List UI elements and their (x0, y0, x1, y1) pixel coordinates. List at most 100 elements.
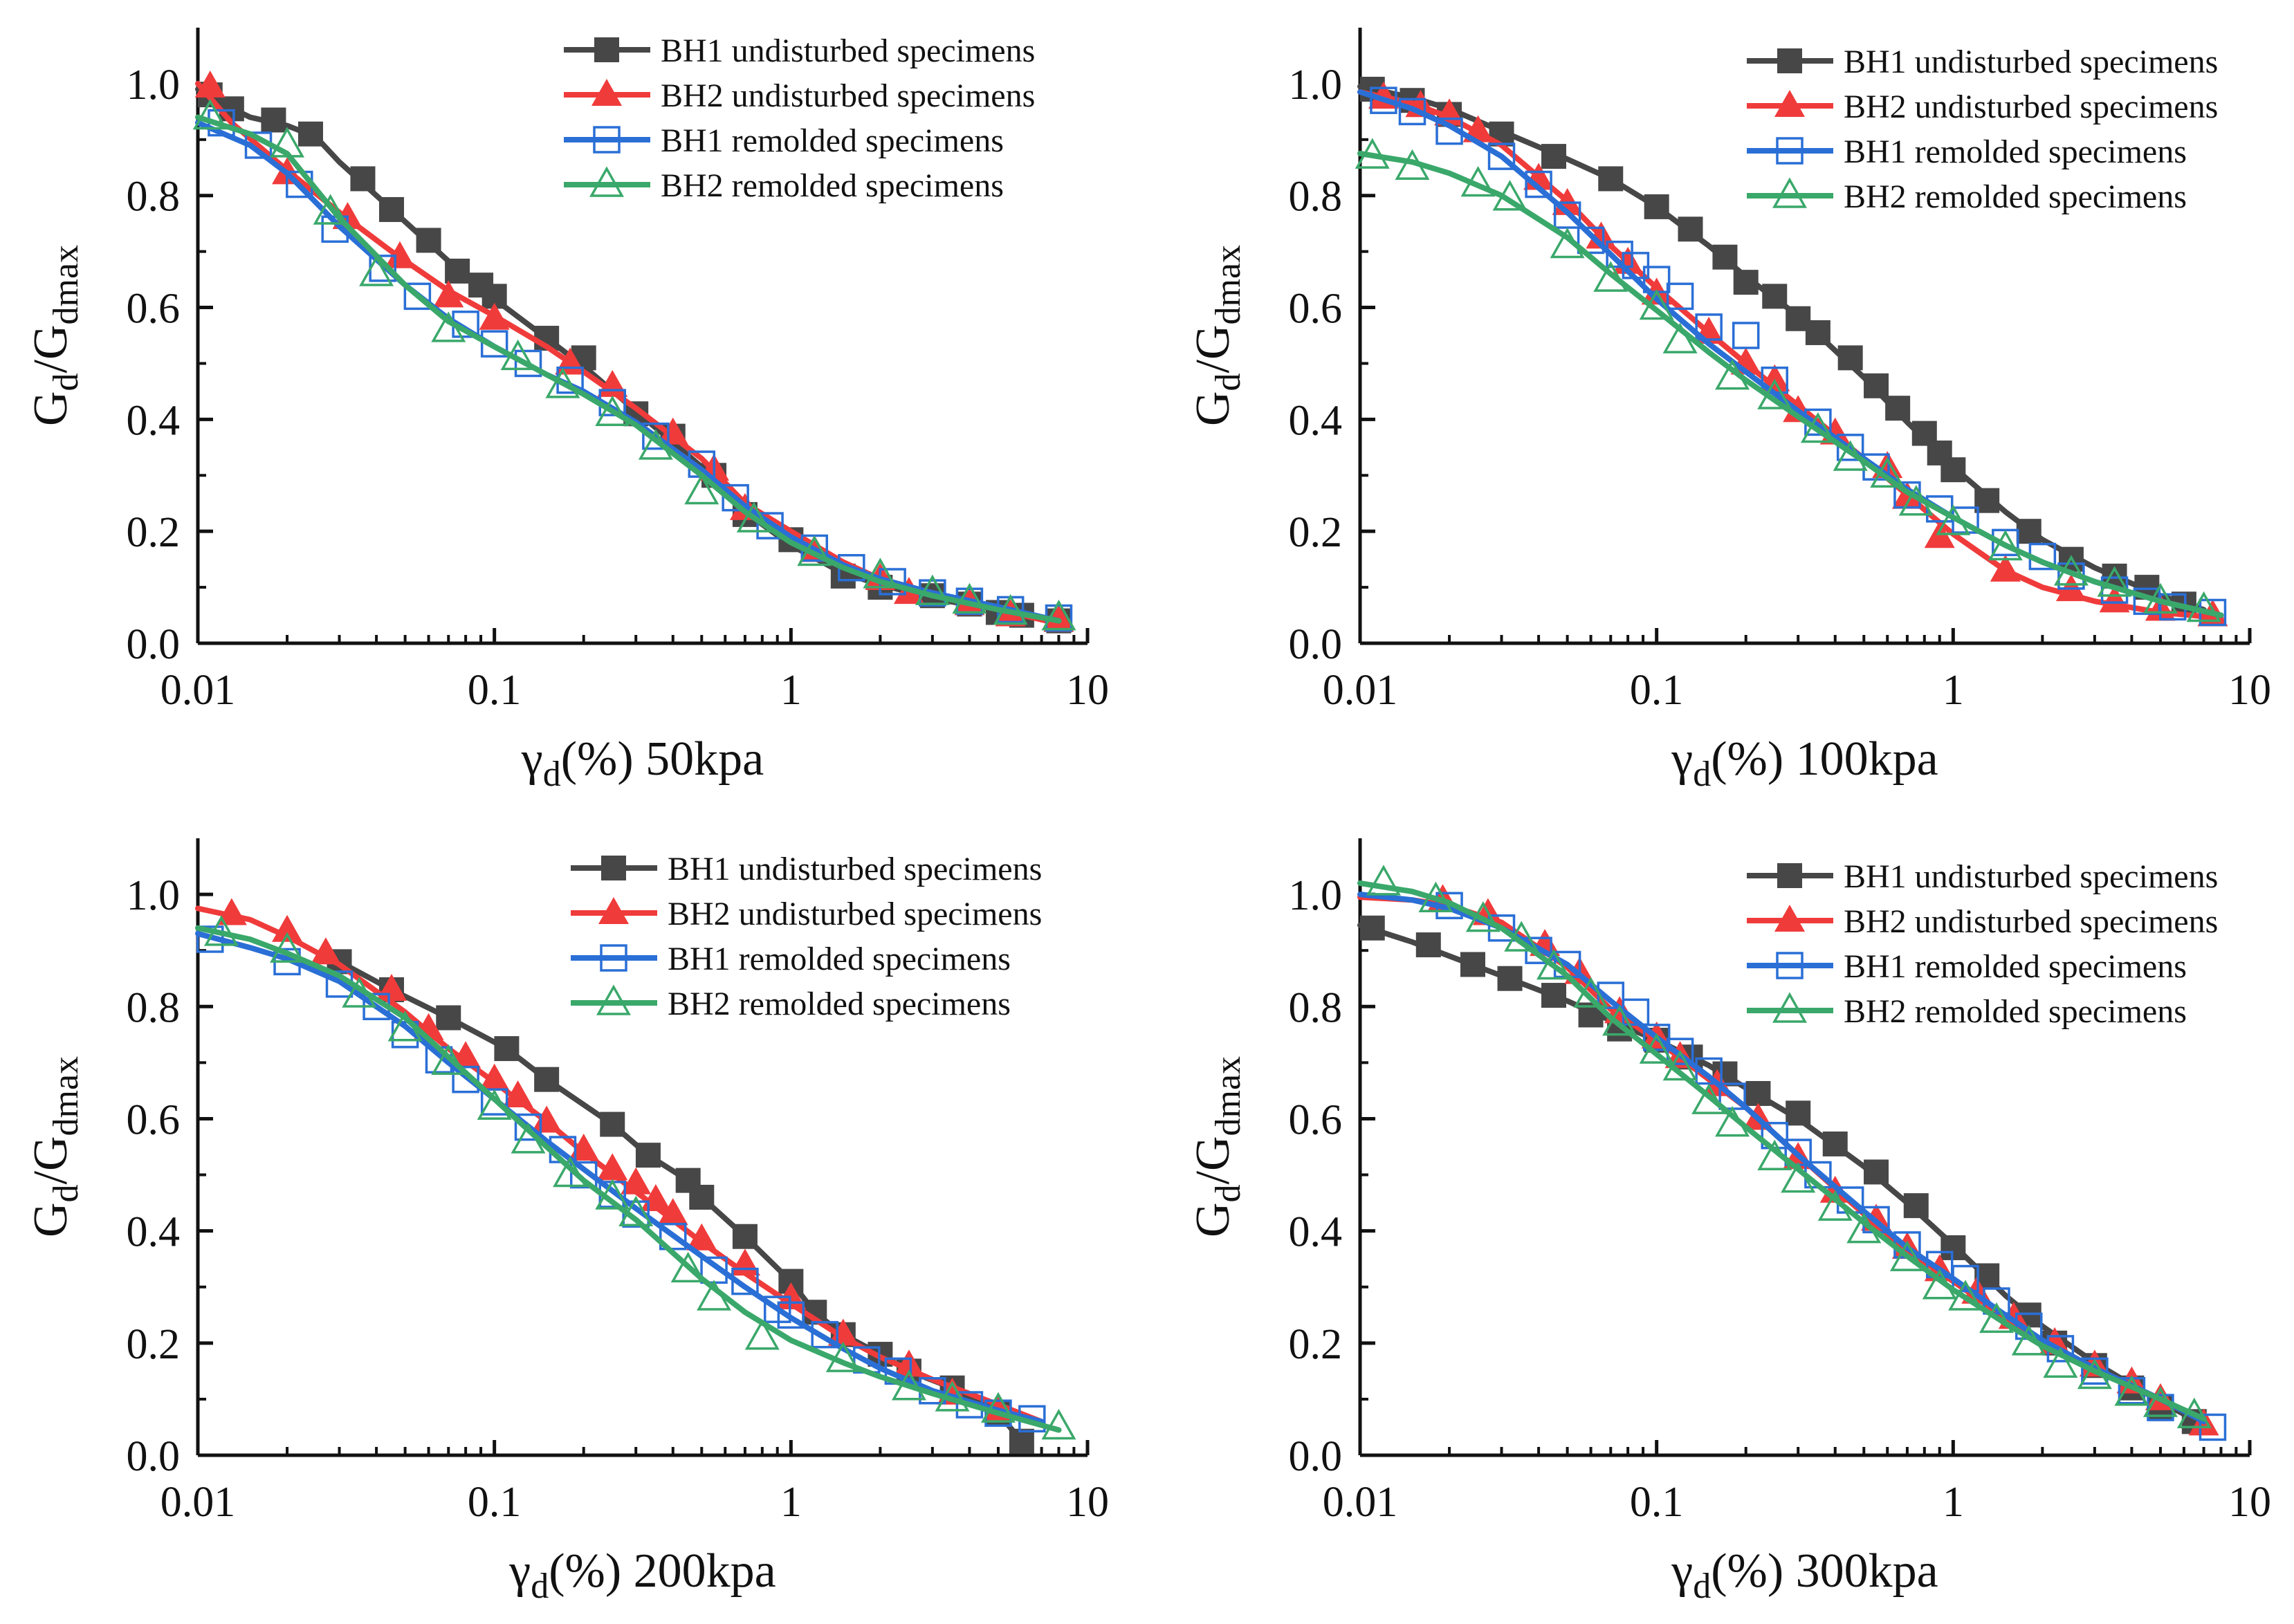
series-4 (1357, 865, 2212, 1428)
data-point (1822, 1131, 1848, 1156)
y-tick-label: 0.2 (127, 1321, 181, 1368)
x-label-subscript: d (1693, 1567, 1711, 1606)
data-point (514, 1113, 542, 1141)
data-point (1757, 378, 1792, 409)
data-point (1712, 244, 1738, 270)
data-point (1940, 457, 1966, 483)
data-point (452, 1065, 479, 1094)
data-point (600, 1111, 625, 1137)
chart-panel-200kpa: 0.00.20.40.60.81.00.01 0.1 1 10Gd/Gdmaxγd(%… (24, 838, 1109, 1606)
x-tick-label: 0.1 (1630, 667, 1684, 714)
data-point (1885, 396, 1911, 421)
x-label-part: (%) (1711, 1544, 1783, 1598)
data-point (313, 194, 348, 225)
x-tick-label: 0.01 (1323, 667, 1398, 714)
x-label-part: (%) (561, 732, 634, 786)
x-tick-label: 10 (2228, 667, 2271, 714)
data-point (403, 282, 432, 311)
legend-label: BH1 undisturbed specimens (1844, 858, 2218, 895)
data-point (553, 1156, 588, 1188)
data-point (2097, 566, 2132, 597)
data-point (618, 1195, 654, 1227)
legend-swatch-marker (1776, 137, 1804, 165)
data-point (270, 932, 305, 963)
data-point (1435, 117, 1463, 145)
data-point (261, 107, 286, 133)
y-label-subscript: d (1209, 1184, 1248, 1202)
x-label-part: γ (508, 1544, 531, 1598)
data-point (2053, 555, 2089, 586)
x-label-pressure: 100kpa (1783, 732, 1938, 786)
data-point (196, 925, 224, 953)
data-point (1781, 1162, 1816, 1193)
legend-label: BH2 remolded specimens (1844, 178, 2187, 215)
data-point (431, 1044, 466, 1076)
data-point (1678, 216, 1703, 242)
legend-item: BH2 remolded specimens (571, 984, 1011, 1022)
y-tick-label: 0.0 (127, 1433, 181, 1480)
data-point (1550, 227, 1585, 259)
x-tick-label: 10 (1066, 1479, 1109, 1526)
data-point (984, 1399, 1012, 1427)
y-tick-label: 0.0 (1289, 621, 1343, 668)
y-label-part: G (1186, 1202, 1240, 1237)
y-tick-label: 0.4 (1289, 1209, 1343, 1256)
data-point (1666, 282, 1694, 311)
series-fit-line (1357, 89, 2224, 621)
x-label-part: (%) (549, 1544, 621, 1598)
series-fit-line (195, 80, 1062, 627)
y-label-subscript: d (46, 1184, 86, 1202)
data-point (379, 196, 405, 222)
data-point (502, 1080, 533, 1108)
legend-swatch-marker (596, 984, 631, 1015)
data-point (1898, 485, 1934, 516)
data-point (1460, 165, 1496, 197)
data-point (731, 1267, 759, 1295)
data-point (2176, 1397, 2212, 1428)
data-point (1837, 345, 1863, 371)
x-axis-label: γd(%) 200kpa (508, 1544, 776, 1606)
legend: BH1 undisturbed specimens BH2 undisturbed… (1747, 44, 2218, 215)
data-point (431, 311, 466, 342)
data-point (915, 574, 950, 605)
data-point (494, 1036, 520, 1062)
y-tick-label: 0.2 (1289, 509, 1343, 556)
data-point (1644, 194, 1669, 219)
data-point (203, 915, 239, 946)
data-point (1366, 865, 1401, 896)
y-tick-label: 0.8 (127, 174, 181, 221)
data-point (1355, 138, 1390, 169)
y-tick-label: 0.2 (1289, 1321, 1343, 1368)
x-label-subscript: d (531, 1567, 549, 1606)
legend-label: BH2 undisturbed specimens (661, 77, 1035, 114)
x-tick-label: 0.01 (1323, 1479, 1398, 1526)
data-point (1541, 144, 1567, 169)
y-label-part: G (1186, 391, 1240, 426)
x-tick-label: 1 (780, 1479, 802, 1526)
data-point (1009, 1428, 1034, 1454)
legend-swatch-marker (598, 897, 629, 924)
x-tick-label: 0.1 (1630, 1479, 1684, 1526)
chart-panel-50kpa: 0.00.20.40.60.81.00.01 0.1 1 10Gd/Gdmaxγd(%… (24, 28, 1109, 794)
data-point (1642, 1024, 1671, 1051)
data-point (2016, 519, 2041, 544)
data-point (1903, 1193, 1929, 1219)
x-tick-label: 1 (1943, 1479, 1964, 1526)
data-point (1395, 149, 1430, 181)
data-point (595, 1179, 630, 1210)
data-point (756, 512, 784, 539)
data-point (2011, 1325, 2046, 1356)
y-label-subscript: dmax (1209, 245, 1248, 325)
x-axis-label: γd(%) 300kpa (1671, 1544, 1938, 1606)
data-point (1415, 932, 1441, 958)
data-point (1948, 1280, 1983, 1311)
y-label-part: /G (1186, 324, 1240, 373)
y-tick-label: 1.0 (1289, 62, 1343, 109)
data-point (2099, 585, 2130, 613)
legend-swatch-marker (593, 126, 621, 154)
x-tick-label: 1 (780, 667, 802, 714)
series-4 (195, 915, 1076, 1440)
data-point (1662, 1049, 1698, 1081)
data-point (1922, 1268, 1957, 1300)
